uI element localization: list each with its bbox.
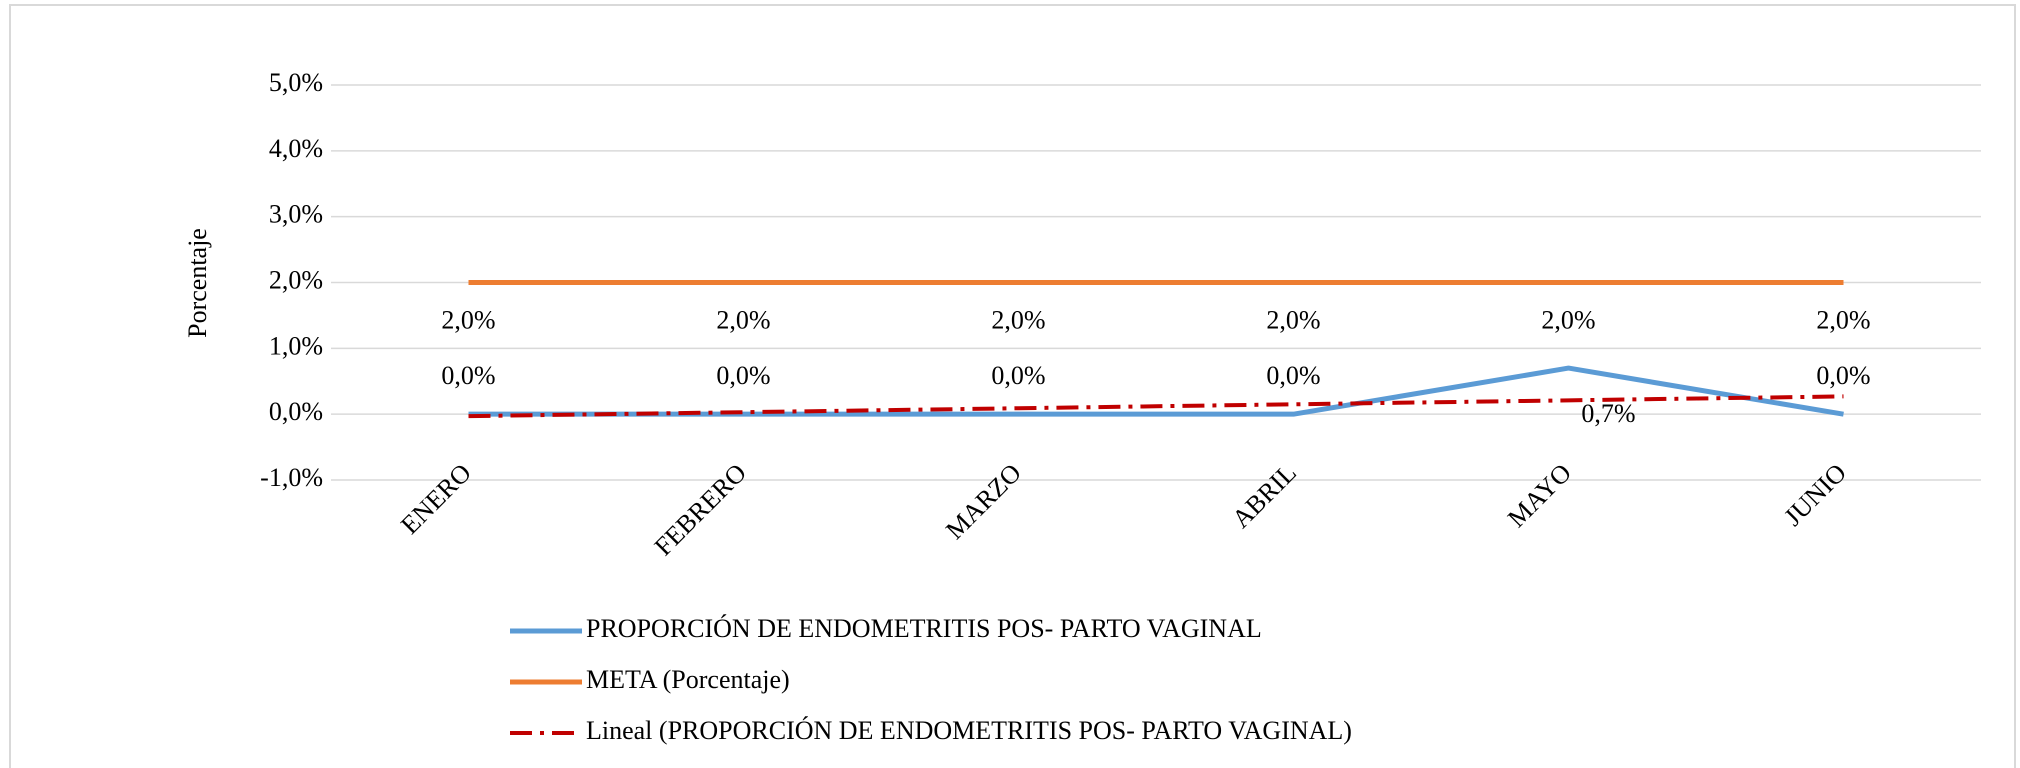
data-label: 2,0% [441, 305, 495, 334]
y-axis-label: Porcentaje [183, 228, 212, 338]
legend-label: PROPORCIÓN DE ENDOMETRITIS POS- PARTO VA… [586, 614, 1262, 643]
data-label: 0,0% [716, 361, 770, 390]
data-label: 0,7% [1581, 399, 1635, 428]
y-tick-label: 4,0% [269, 134, 323, 163]
series-line [468, 394, 1844, 419]
x-tick-label: ABRIL [1226, 458, 1302, 534]
y-tick-label: 2,0% [269, 265, 323, 294]
y-tick-label: 0,0% [269, 397, 323, 426]
data-label: 2,0% [1541, 305, 1595, 334]
data-label: 0,0% [1816, 361, 1870, 390]
x-tick-label: MARZO [940, 458, 1027, 545]
data-label: 0,0% [991, 361, 1045, 390]
x-tick-label: FEBRERO [649, 458, 752, 561]
legend-label: Lineal (PROPORCIÓN DE ENDOMETRITIS POS- … [586, 716, 1352, 745]
x-tick-label: ENERO [395, 458, 477, 540]
y-tick-label: 5,0% [269, 68, 323, 97]
data-label: 2,0% [1816, 305, 1870, 334]
data-label: 0,0% [1266, 361, 1320, 390]
data-label: 2,0% [716, 305, 770, 334]
x-tick-label: JUNIO [1778, 458, 1852, 532]
legend-label: META (Porcentaje) [586, 665, 790, 694]
data-label: 2,0% [991, 305, 1045, 334]
x-tick-label: MAYO [1502, 458, 1577, 533]
data-label: 2,0% [1266, 305, 1320, 334]
y-tick-label: 1,0% [269, 331, 323, 360]
y-tick-label: 3,0% [269, 200, 323, 229]
data-label: 0,0% [441, 361, 495, 390]
y-tick-label: -1,0% [260, 463, 323, 492]
chart-border [9, 4, 2016, 768]
